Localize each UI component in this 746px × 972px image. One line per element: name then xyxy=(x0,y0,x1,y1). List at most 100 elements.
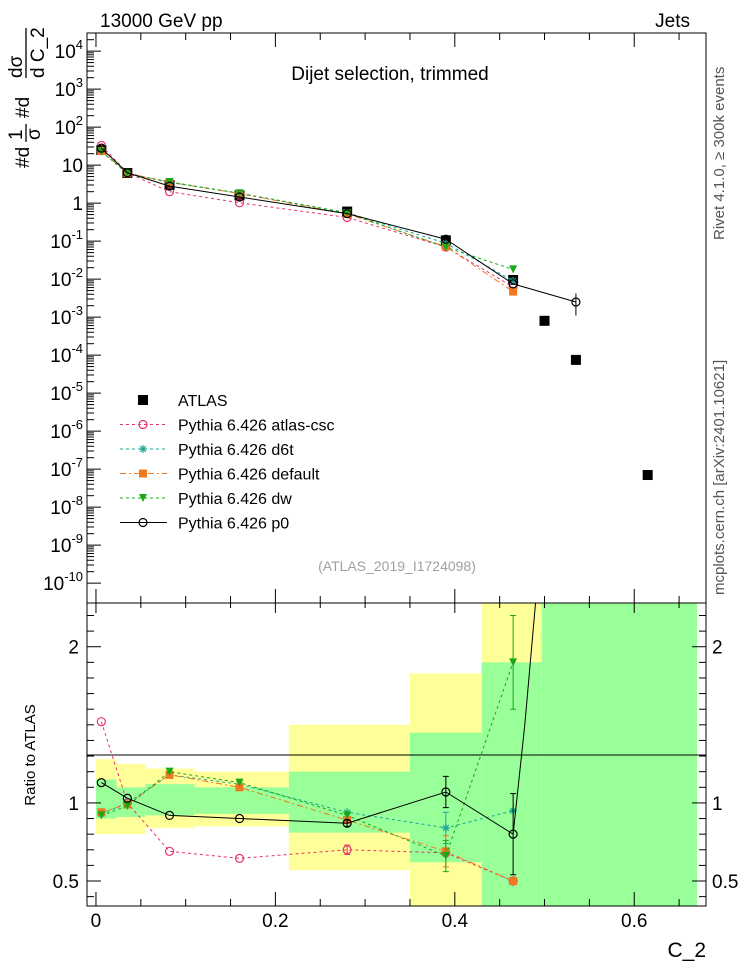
data-point xyxy=(509,265,518,274)
data-point xyxy=(123,802,132,811)
main-y-tick-label: 10-5 xyxy=(50,379,83,405)
legend-entry-pythia-6-426-atlas-csc: Pythia 6.426 atlas-csc xyxy=(120,418,335,435)
data-point xyxy=(642,470,653,481)
band-stat xyxy=(145,784,195,816)
series-pythia-6-426-d6t xyxy=(97,147,518,285)
side-label-bottom: mcplots.cern.ch [arXiv:2401.10621] xyxy=(711,360,728,595)
main-y-tick-exponent: 3 xyxy=(76,75,83,90)
ratio-y-tick-label: 2 xyxy=(68,638,79,659)
series-pythia-6-426-default xyxy=(97,147,518,296)
legend-marker xyxy=(139,494,147,502)
data-point xyxy=(343,811,352,820)
ratio-series-pythia-6-426-p0 xyxy=(96,602,537,876)
data-point xyxy=(509,287,518,296)
ratio-y-tick-label: 0.5 xyxy=(53,872,79,893)
legend-label: Pythia 6.426 default xyxy=(178,467,320,484)
ratio-series-pythia-6-426-dw xyxy=(97,614,518,873)
main-y-axis-label: #d 1 σ #d dσ d C_2 xyxy=(6,27,49,168)
main-y-tick-exponent: -6 xyxy=(71,417,83,432)
main-y-tick-label: 10-6 xyxy=(50,417,83,443)
main-title: Dijet selection, trimmed xyxy=(291,64,488,85)
main-y-tick-label: 10-8 xyxy=(50,493,83,519)
main-y-tick-label: 10-7 xyxy=(50,455,83,481)
main-y-tick-exponent: -9 xyxy=(71,531,83,546)
legend-entry-pythia-6-426-p0: Pythia 6.426 p0 xyxy=(120,516,289,533)
data-point xyxy=(123,169,132,178)
band-stat xyxy=(481,662,542,906)
main-y-tick-exponent: 2 xyxy=(76,113,83,128)
data-point xyxy=(343,208,352,217)
data-point xyxy=(441,234,451,244)
main-y-tick-exponent: -3 xyxy=(71,303,83,318)
main-y-tick-label: 1 xyxy=(72,194,83,215)
main-y-tick-exponent: -4 xyxy=(71,341,83,356)
side-label-top: Rivet 4.1.0, ≥ 300k events xyxy=(711,67,728,240)
data-point xyxy=(235,783,244,792)
x-tick-label: 0 xyxy=(91,911,102,932)
legend-entry-pythia-6-426-dw: Pythia 6.426 dw xyxy=(120,491,292,508)
ratio-plot-frame xyxy=(86,602,707,907)
legend-marker xyxy=(138,395,148,405)
x-axis-label: C_2 xyxy=(667,939,706,962)
header-right: Jets xyxy=(655,11,690,32)
data-point xyxy=(122,793,132,803)
ratio-y-tick-label: 1 xyxy=(68,794,79,815)
data-point xyxy=(508,829,518,839)
data-point xyxy=(97,811,106,820)
data-point xyxy=(570,354,581,365)
main-y-tick-label: 10-2 xyxy=(50,265,83,291)
data-point xyxy=(164,181,175,191)
data-point xyxy=(441,852,450,861)
ylabel-one: 1 xyxy=(6,129,27,140)
ratio-y-tick-label-right: 2 xyxy=(712,638,723,659)
ratio-y-axis-label: Ratio to ATLAS xyxy=(22,704,39,805)
legend-entry-atlas: ATLAS xyxy=(138,393,228,410)
main-y-ticks: 10-1010-910-810-710-610-510-410-310-210-… xyxy=(43,33,680,603)
data-point xyxy=(441,823,450,832)
data-point xyxy=(508,279,518,289)
data-point xyxy=(164,187,175,197)
x-tick-label: 0.2 xyxy=(262,911,288,932)
main-y-tick-label: 10-3 xyxy=(50,303,83,329)
series-line xyxy=(101,151,514,270)
data-point xyxy=(164,810,175,821)
legend-marker xyxy=(138,419,148,430)
main-y-tick-label: 103 xyxy=(55,75,83,101)
data-point xyxy=(96,143,106,153)
legend-label: Pythia 6.426 d6t xyxy=(178,442,294,459)
series-pythia-6-426-dw xyxy=(97,147,518,274)
series-pythia-6-426-atlas-csc xyxy=(96,140,518,292)
legend: ATLAS Pythia 6.426 atlas-csc Pythia 6.426 … xyxy=(120,393,335,533)
series-line xyxy=(101,147,577,303)
data-point xyxy=(342,209,352,219)
data-point xyxy=(96,717,106,727)
data-point xyxy=(539,315,550,326)
main-y-tick-label: 10-10 xyxy=(43,569,83,595)
ratio-y-tick-label-right: 1 xyxy=(712,794,723,815)
data-point xyxy=(342,845,352,855)
legend-label: Pythia 6.426 p0 xyxy=(178,516,289,533)
main-y-tick-exponent: -5 xyxy=(71,379,83,394)
main-plot: 10-1010-910-810-710-610-510-410-310-210-… xyxy=(6,27,707,604)
header-left: 13000 GeV pp xyxy=(100,11,223,32)
x-tick-label: 0.4 xyxy=(442,911,469,932)
data-point xyxy=(164,846,175,856)
data-point xyxy=(234,813,245,824)
legend-entry-pythia-6-426-default: Pythia 6.426 default xyxy=(120,467,320,484)
legend-marker xyxy=(138,517,148,528)
data-point xyxy=(234,853,245,863)
data-point xyxy=(509,877,518,886)
ylabel-sigma: σ xyxy=(24,128,45,140)
ratio-plot: 0.5 0.5 1 1 2 2 0 0.2 0.4 0.6 Ratio to ATLAS C_2 xyxy=(22,602,738,962)
ylabel-d2: #d xyxy=(13,97,34,118)
main-y-tick-exponent: 4 xyxy=(76,37,83,52)
data-point xyxy=(509,276,518,285)
legend-marker xyxy=(139,445,147,453)
legend-label: Pythia 6.426 dw xyxy=(178,491,292,508)
main-y-tick-exponent: -7 xyxy=(71,455,83,470)
main-plot-content xyxy=(96,140,653,481)
ylabel-dC2: d C_2 xyxy=(28,27,49,78)
data-point xyxy=(122,168,132,178)
data-point xyxy=(342,818,352,828)
main-y-tick-label: 10 xyxy=(62,156,83,177)
